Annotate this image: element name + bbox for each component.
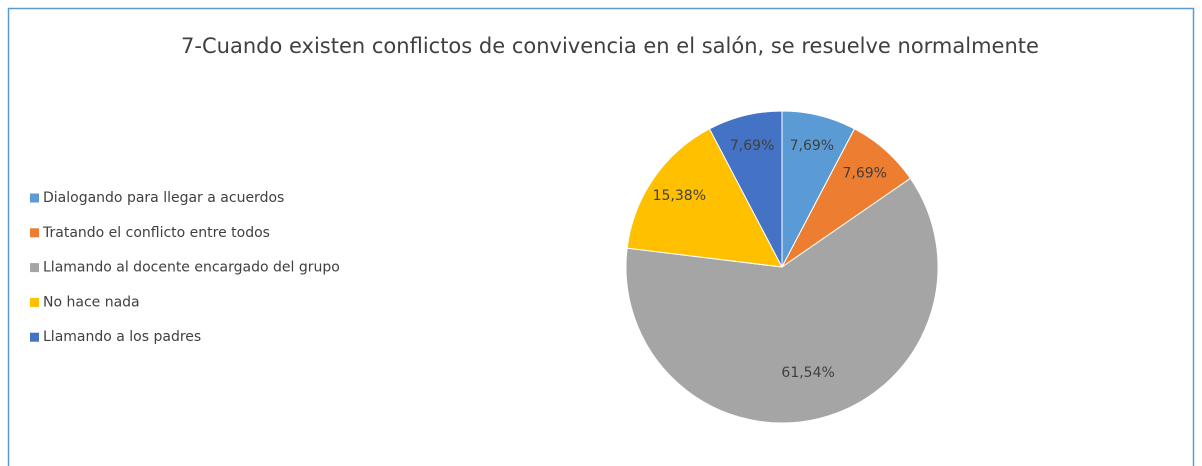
legend-label: No hace nada — [43, 294, 140, 310]
data-label: 15,38% — [653, 188, 706, 204]
pie-slice — [626, 128, 783, 268]
legend-label: Llamando a los padres — [43, 329, 201, 345]
pie-slice — [625, 177, 939, 424]
legend-label: Dialogando para llegar a acuerdos — [43, 190, 284, 206]
legend-swatch — [30, 332, 39, 342]
legend-swatch — [30, 193, 39, 203]
pie-slice — [708, 110, 783, 268]
legend-label: Llamando al docente encargado del grupo — [43, 260, 340, 276]
legend-swatch — [30, 228, 39, 238]
legend-swatch — [30, 263, 39, 273]
data-label: 61,54% — [781, 365, 834, 381]
data-label: 7,69% — [730, 138, 774, 154]
legend-label: Tratando el conflicto entre todos — [42, 225, 270, 241]
data-label: 7,69% — [790, 138, 834, 154]
legend-swatch — [30, 297, 39, 307]
chart-title: 7-Cuando existen conflictos de convivenc… — [181, 34, 1039, 58]
chart-frame — [7, 7, 1195, 466]
data-label: 7,69% — [843, 166, 887, 182]
